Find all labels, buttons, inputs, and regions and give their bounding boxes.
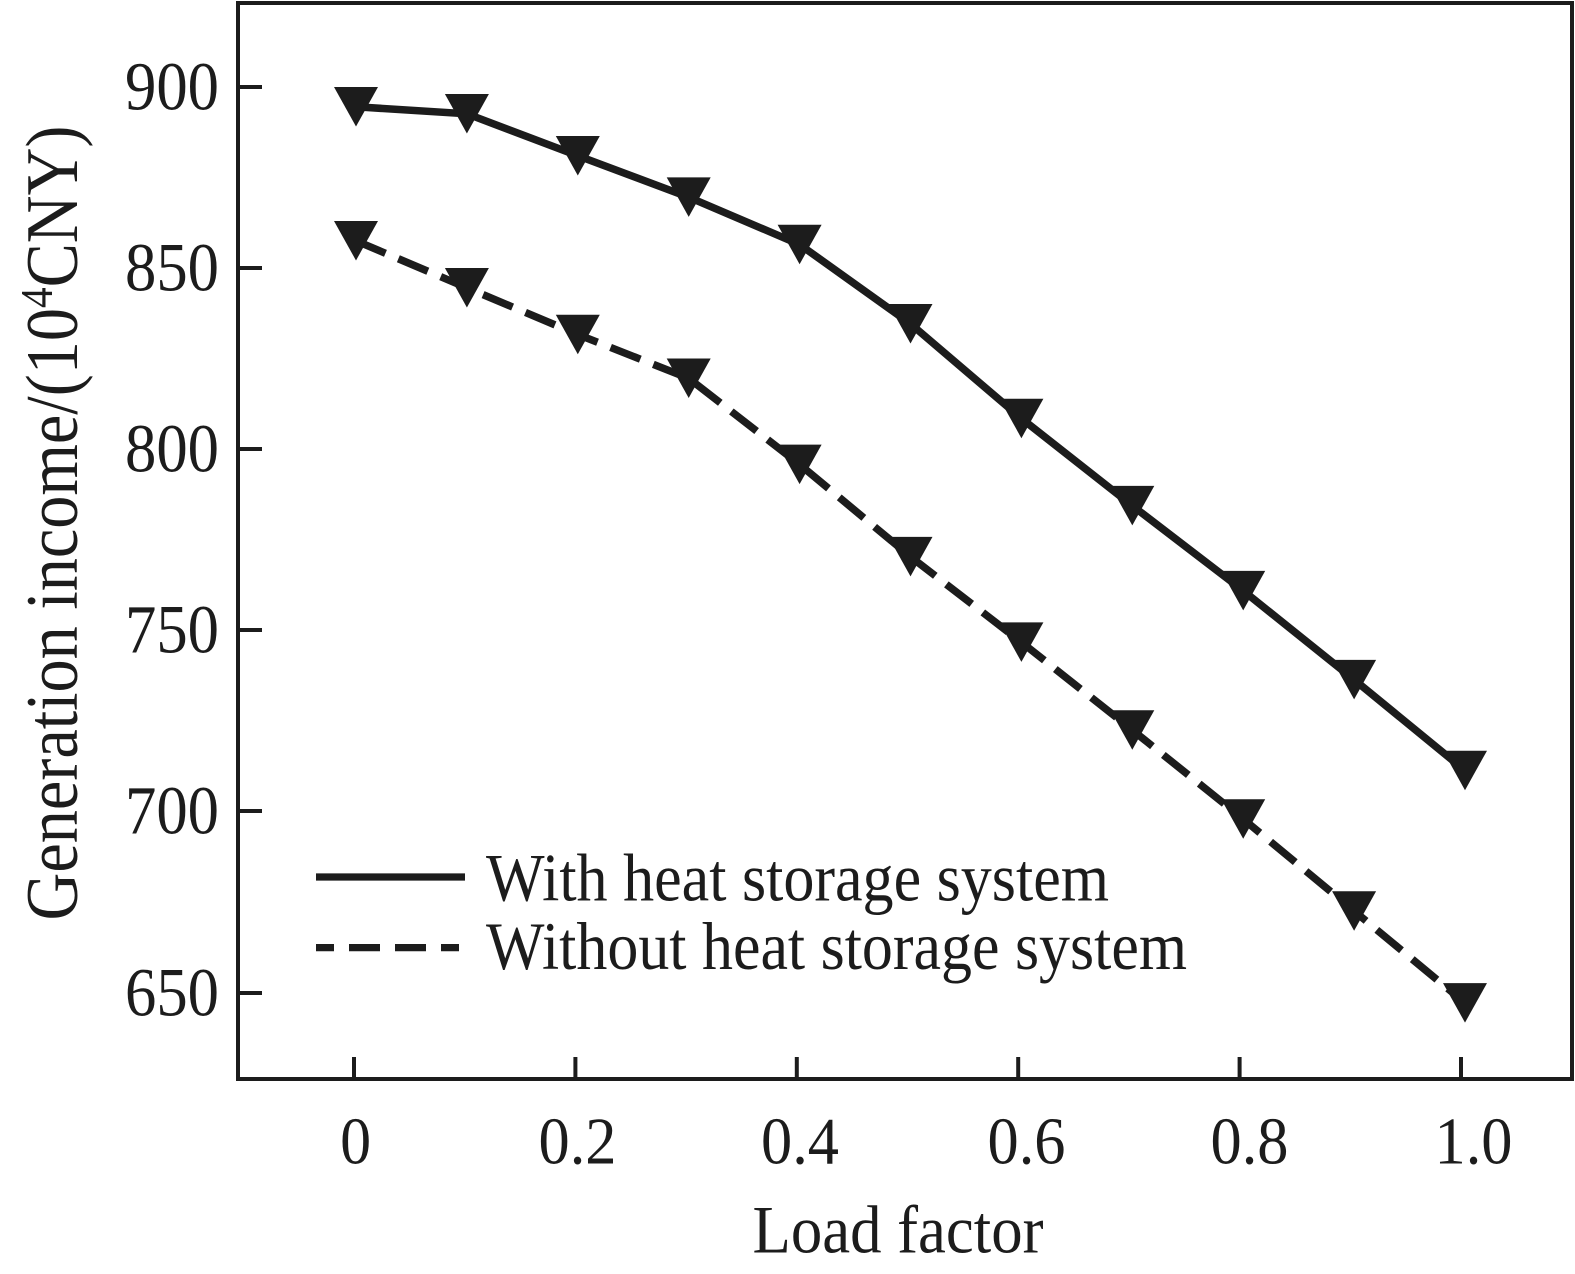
svg-text:0.6: 0.6 [988,1105,1066,1179]
svg-text:1.0: 1.0 [1435,1105,1513,1179]
svg-text:With heat storage system: With heat storage system [486,840,1109,916]
svg-text:900: 900 [125,49,219,125]
svg-text:Without heat storage system: Without heat storage system [486,908,1187,984]
svg-text:0.8: 0.8 [1211,1105,1289,1179]
svg-text:0: 0 [340,1105,371,1179]
svg-text:850: 850 [125,230,219,306]
svg-text:650: 650 [125,955,219,1031]
svg-text:800: 800 [125,411,219,487]
svg-text:700: 700 [125,773,219,849]
svg-text:0.2: 0.2 [539,1105,617,1179]
svg-text:Generation income/(104CNY): Generation income/(104CNY) [11,126,94,921]
svg-text:Load factor: Load factor [753,1192,1044,1268]
svg-text:0.4: 0.4 [761,1105,839,1179]
svg-text:750: 750 [125,592,219,668]
